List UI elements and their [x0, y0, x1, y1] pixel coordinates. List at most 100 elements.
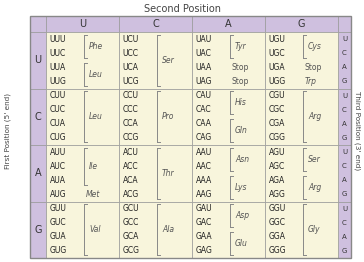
- Text: UGU: UGU: [269, 35, 285, 43]
- Text: A: A: [342, 64, 347, 70]
- Text: CUU: CUU: [50, 91, 66, 100]
- Text: C: C: [342, 163, 347, 169]
- Text: GCC: GCC: [123, 218, 139, 227]
- Text: CAA: CAA: [195, 119, 211, 128]
- Text: G: G: [342, 78, 347, 84]
- Text: GUA: GUA: [50, 232, 66, 241]
- Text: CAC: CAC: [195, 105, 211, 114]
- Text: Thr: Thr: [162, 169, 175, 178]
- Text: AAC: AAC: [195, 162, 211, 171]
- Text: ACA: ACA: [123, 176, 138, 185]
- Bar: [46, 145, 119, 201]
- Text: UCA: UCA: [123, 63, 138, 72]
- Text: CGC: CGC: [269, 105, 285, 114]
- Text: UAC: UAC: [195, 49, 211, 58]
- Text: CCG: CCG: [123, 133, 139, 143]
- Text: GUU: GUU: [50, 204, 66, 213]
- Text: GCA: GCA: [123, 232, 139, 241]
- Text: CUA: CUA: [50, 119, 66, 128]
- Text: Cys: Cys: [308, 42, 322, 51]
- Bar: [119, 145, 192, 201]
- Text: ACU: ACU: [123, 148, 138, 157]
- Text: A: A: [342, 121, 347, 127]
- Text: CCC: CCC: [123, 105, 138, 114]
- Text: Phe: Phe: [89, 42, 103, 51]
- Text: A: A: [342, 177, 347, 183]
- Text: Trp: Trp: [305, 77, 317, 86]
- Bar: [192, 145, 265, 201]
- Text: Lys: Lys: [235, 183, 248, 192]
- Text: GUG: GUG: [50, 247, 67, 255]
- Text: First Position (5' end): First Position (5' end): [5, 93, 11, 169]
- Bar: [30, 16, 46, 32]
- Text: AAG: AAG: [195, 190, 212, 199]
- Text: G: G: [342, 248, 347, 254]
- Text: A: A: [225, 19, 232, 29]
- Text: CCU: CCU: [123, 91, 138, 100]
- Text: G: G: [342, 135, 347, 141]
- Bar: [119, 89, 192, 145]
- Text: UUU: UUU: [50, 35, 66, 43]
- Text: G: G: [342, 192, 347, 198]
- Text: UGG: UGG: [269, 77, 286, 86]
- Text: CAU: CAU: [195, 91, 211, 100]
- Text: Ser: Ser: [308, 155, 321, 164]
- Bar: [30, 201, 46, 258]
- Text: Pro: Pro: [162, 112, 174, 121]
- Bar: [338, 145, 351, 201]
- Bar: [46, 201, 119, 258]
- Text: GGA: GGA: [269, 232, 285, 241]
- Text: UCG: UCG: [123, 77, 139, 86]
- Text: Leu: Leu: [89, 112, 103, 121]
- Text: UAU: UAU: [195, 35, 212, 43]
- Text: AGU: AGU: [269, 148, 285, 157]
- Text: UCC: UCC: [123, 49, 138, 58]
- Text: CUG: CUG: [50, 133, 66, 143]
- Text: CGU: CGU: [269, 91, 285, 100]
- Bar: [192, 201, 265, 258]
- Text: GAU: GAU: [195, 204, 212, 213]
- Bar: [30, 16, 351, 258]
- Text: GUC: GUC: [50, 218, 66, 227]
- Text: AGG: AGG: [269, 190, 285, 199]
- Text: U: U: [342, 92, 347, 99]
- Text: U: U: [79, 19, 86, 29]
- Text: UAG: UAG: [195, 77, 212, 86]
- Text: U: U: [342, 36, 347, 42]
- Text: AGA: AGA: [269, 176, 285, 185]
- Text: UAA: UAA: [195, 63, 212, 72]
- Text: UUA: UUA: [50, 63, 66, 72]
- Text: Stop: Stop: [232, 63, 249, 72]
- Bar: [338, 201, 351, 258]
- Text: U: U: [342, 206, 347, 211]
- Text: GCG: GCG: [123, 247, 139, 255]
- Text: UUG: UUG: [50, 77, 66, 86]
- Text: CGA: CGA: [269, 119, 285, 128]
- Bar: [338, 32, 351, 89]
- Bar: [265, 89, 338, 145]
- Text: AAU: AAU: [195, 148, 212, 157]
- Bar: [30, 32, 46, 89]
- Text: Gln: Gln: [235, 126, 248, 135]
- Text: UGA: UGA: [269, 63, 285, 72]
- Text: UCU: UCU: [123, 35, 139, 43]
- Text: Arg: Arg: [308, 183, 321, 192]
- Text: GAC: GAC: [195, 218, 212, 227]
- Text: AUG: AUG: [50, 190, 66, 199]
- Bar: [192, 89, 265, 145]
- Text: C: C: [342, 50, 347, 56]
- Bar: [265, 16, 338, 32]
- Text: Second Position: Second Position: [143, 4, 221, 14]
- Text: C: C: [152, 19, 159, 29]
- Bar: [119, 32, 192, 89]
- Text: G: G: [298, 19, 305, 29]
- Text: UGC: UGC: [269, 49, 285, 58]
- Text: UUC: UUC: [50, 49, 66, 58]
- Text: AUA: AUA: [50, 176, 66, 185]
- Text: C: C: [342, 220, 347, 226]
- Bar: [265, 201, 338, 258]
- Text: Val: Val: [89, 225, 100, 234]
- Text: GGC: GGC: [269, 218, 285, 227]
- Text: Tyr: Tyr: [235, 42, 246, 51]
- Text: Stop: Stop: [232, 77, 249, 86]
